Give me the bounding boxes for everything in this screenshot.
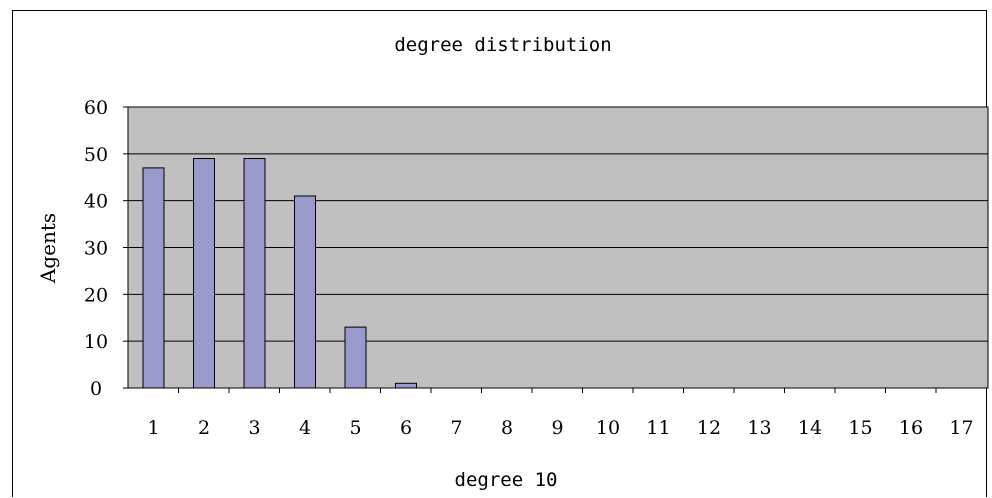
y-tick-label: 60 <box>84 97 108 119</box>
y-tick-label: 20 <box>84 284 108 306</box>
y-tick-label: 50 <box>84 144 108 166</box>
x-tick-label: 2 <box>198 417 210 439</box>
x-tick-label: 10 <box>596 417 620 439</box>
x-tick-label: 16 <box>899 417 923 439</box>
bar <box>142 167 165 389</box>
x-tick-label: 14 <box>798 417 822 439</box>
bar <box>193 158 215 389</box>
x-tick-label: 17 <box>949 417 973 439</box>
bars <box>142 158 417 389</box>
x-tick-label: 8 <box>501 417 513 439</box>
y-tick-label: 10 <box>84 331 108 353</box>
x-tick-label: 5 <box>349 417 361 439</box>
bar <box>243 158 266 389</box>
bar <box>294 195 316 389</box>
x-axis-ticks <box>178 388 937 393</box>
y-axis-tick-labels: 0 10 20 30 40 50 60 <box>84 97 108 400</box>
x-tick-label: 13 <box>747 417 771 439</box>
x-tick-label: 1 <box>147 417 159 439</box>
bar <box>395 382 417 389</box>
y-tick-label: 0 <box>90 378 102 400</box>
x-tick-label: 7 <box>450 417 462 439</box>
x-tick-label: 3 <box>248 417 260 439</box>
x-tick-label: 9 <box>551 417 563 439</box>
x-axis-tick-labels: 1 2 3 4 5 6 7 8 9 10 11 12 13 14 15 16 17 <box>147 417 973 439</box>
x-tick-label: 11 <box>646 417 670 439</box>
chart-title: degree distribution <box>394 34 611 56</box>
x-tick-label: 4 <box>299 417 311 439</box>
bar <box>344 326 367 389</box>
y-axis-ticks <box>123 106 128 389</box>
x-tick-label: 6 <box>400 417 412 439</box>
y-tick-label: 30 <box>84 238 108 260</box>
y-axis-label: Agents <box>36 213 60 284</box>
gridlines <box>128 106 988 342</box>
x-tick-label: 12 <box>697 417 721 439</box>
x-axis-label: degree 10 <box>455 469 558 491</box>
x-tick-label: 15 <box>848 417 872 439</box>
y-tick-label: 40 <box>84 191 108 213</box>
